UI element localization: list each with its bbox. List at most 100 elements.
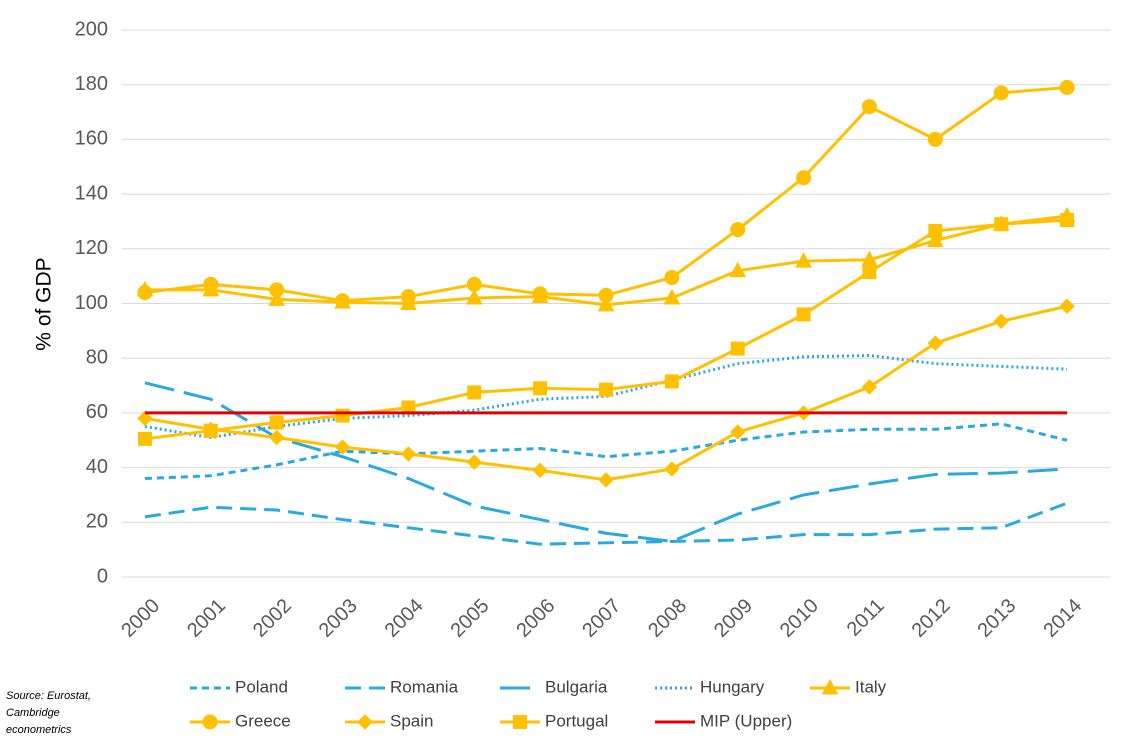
legend-label: Bulgaria [545, 677, 608, 696]
point [1059, 298, 1075, 314]
point [994, 217, 1009, 232]
point [795, 252, 812, 268]
x-tick-label: 2012 [908, 595, 955, 642]
point [532, 286, 548, 302]
y-tick-label: 100 [75, 292, 108, 314]
legend-item: Hungary [655, 677, 765, 696]
point [465, 288, 483, 305]
point [137, 285, 153, 301]
x-tick-label: 2005 [447, 595, 494, 642]
point [796, 170, 812, 186]
y-tick-label: 20 [86, 511, 108, 533]
point [663, 288, 681, 305]
series [144, 353, 1068, 440]
point [598, 472, 614, 488]
y-axis-label: % of GDP [33, 257, 56, 350]
point [1060, 213, 1075, 228]
point [533, 381, 548, 396]
legend-item: Italy [810, 677, 887, 696]
point [400, 446, 417, 462]
x-tick-label: 2000 [117, 595, 164, 642]
point [926, 231, 944, 248]
point [400, 289, 416, 305]
legend-label: Poland [235, 677, 288, 696]
series [144, 501, 1068, 546]
point [268, 429, 285, 446]
legend-marker [513, 715, 527, 729]
point [269, 415, 284, 430]
legend-label: Romania [390, 677, 459, 696]
legend-marker [821, 678, 839, 695]
point [993, 313, 1009, 329]
point [335, 293, 351, 309]
point [730, 222, 746, 238]
point [334, 439, 351, 455]
point [137, 431, 152, 446]
line [144, 353, 1068, 440]
line [144, 381, 1068, 543]
legend-item: MIP (Upper) [655, 711, 792, 730]
y-tick-label: 200 [75, 18, 108, 40]
point [928, 224, 943, 239]
y-tick-label: 80 [86, 346, 108, 368]
y-tick-label: 40 [86, 456, 108, 478]
legend-label: Greece [235, 711, 291, 730]
legend-item: Spain [345, 711, 433, 730]
legend-item: Portugal [500, 711, 608, 730]
point [269, 282, 285, 298]
x-tick-label: 2002 [249, 595, 296, 642]
point [664, 461, 680, 477]
point [599, 382, 613, 397]
legend-label: MIP (Upper) [700, 711, 792, 730]
point [993, 85, 1009, 101]
y-tick-label: 180 [75, 73, 108, 95]
legend-item: Bulgaria [500, 677, 608, 696]
point [597, 295, 615, 312]
line [144, 218, 1068, 441]
point [203, 423, 218, 438]
legend-label: Portugal [545, 711, 608, 730]
point [861, 99, 877, 115]
y-tick-label: 0 [97, 565, 108, 587]
point [927, 335, 944, 351]
point [861, 379, 878, 395]
point [137, 410, 153, 427]
point [927, 131, 943, 147]
point [664, 270, 680, 286]
series [144, 381, 1068, 543]
line [144, 501, 1068, 546]
point [532, 462, 548, 479]
source-note: econometrics [6, 724, 72, 736]
point [1059, 79, 1075, 95]
legend-marker [357, 714, 373, 730]
x-tick-label: 2006 [512, 595, 559, 642]
x-tick-label: 2013 [973, 595, 1020, 642]
point [796, 307, 811, 322]
x-tick-label: 2011 [843, 595, 889, 641]
legend-item: Romania [345, 677, 459, 696]
line [144, 422, 1068, 481]
point [729, 261, 747, 278]
series [137, 213, 1075, 446]
series [144, 422, 1068, 481]
x-tick-label: 2009 [710, 595, 757, 642]
point [466, 454, 482, 470]
y-tick-label: 120 [75, 237, 108, 259]
y-tick-label: 140 [75, 182, 108, 204]
legend-item: Poland [190, 677, 288, 696]
x-tick-label: 2007 [578, 595, 625, 642]
point [203, 276, 219, 292]
legend-label: Hungary [700, 677, 765, 696]
x-tick-label: 2008 [644, 595, 691, 642]
source-note: Source: Eurostat, [6, 690, 91, 702]
x-tick-label: 2010 [776, 595, 823, 642]
point [730, 424, 746, 440]
y-tick-label: 60 [86, 401, 108, 423]
series [137, 79, 1075, 309]
point [598, 287, 614, 303]
legend-label: Italy [855, 677, 887, 696]
point [730, 341, 745, 356]
point [664, 374, 679, 389]
point [268, 290, 286, 306]
